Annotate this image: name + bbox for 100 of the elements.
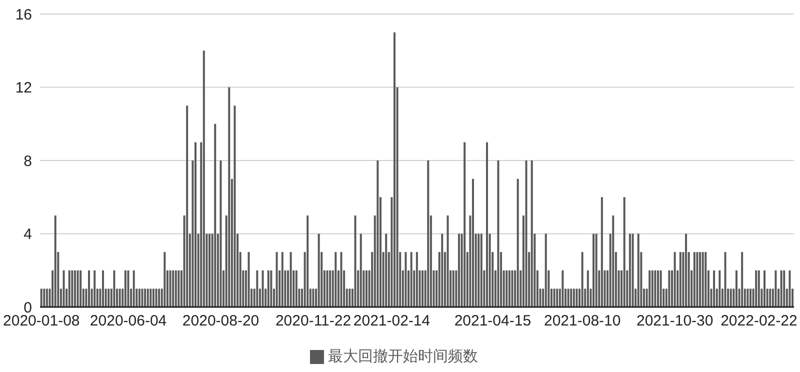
bar — [576, 288, 578, 307]
bar — [306, 215, 309, 307]
bar — [290, 252, 292, 307]
bar — [155, 288, 158, 307]
bar — [312, 288, 314, 307]
bar — [118, 288, 121, 307]
bar — [256, 270, 258, 307]
bar — [88, 270, 90, 307]
bar — [194, 142, 196, 307]
y-tick-label: 16 — [15, 6, 32, 24]
bar — [178, 270, 180, 307]
bar — [40, 288, 42, 307]
bar — [348, 288, 351, 307]
bar — [152, 288, 154, 307]
bar — [464, 142, 466, 307]
bar — [340, 252, 342, 307]
bar — [581, 252, 584, 307]
bar — [427, 160, 430, 307]
bar — [80, 270, 82, 307]
bar — [141, 288, 144, 307]
bar — [758, 270, 760, 307]
bar — [102, 270, 104, 307]
bar — [764, 270, 766, 307]
bar — [472, 178, 474, 307]
bar — [416, 252, 418, 307]
bar — [749, 288, 752, 307]
bar — [769, 288, 772, 307]
bar — [446, 215, 449, 307]
bar — [220, 160, 222, 307]
bar — [741, 252, 744, 307]
x-tick-label: 2020-06-04 — [90, 312, 167, 330]
bar — [208, 234, 211, 307]
bar — [43, 288, 46, 307]
bar — [724, 252, 726, 307]
bar — [174, 270, 177, 307]
x-tick-label: 2020-08-20 — [182, 312, 260, 330]
bar — [365, 270, 368, 307]
bar — [318, 234, 320, 307]
bar — [385, 234, 388, 307]
bar — [674, 252, 676, 307]
bar — [783, 270, 786, 307]
bar — [354, 215, 356, 307]
bar — [360, 234, 362, 307]
bar — [556, 288, 558, 307]
bar — [172, 270, 174, 307]
bar — [214, 124, 216, 307]
bar — [511, 270, 514, 307]
bar — [567, 288, 570, 307]
bar — [704, 252, 707, 307]
bar — [553, 288, 556, 307]
bar — [404, 252, 407, 307]
bar — [94, 270, 96, 307]
bar — [150, 288, 152, 307]
bar — [774, 270, 777, 307]
bar — [76, 270, 79, 307]
y-tick-label: 8 — [24, 152, 32, 170]
bar — [480, 234, 482, 307]
bar — [334, 252, 337, 307]
bar — [530, 160, 533, 307]
bar — [146, 288, 149, 307]
bar — [702, 252, 704, 307]
bar — [326, 270, 328, 307]
bar — [458, 234, 460, 307]
bar — [234, 106, 236, 307]
bar — [478, 234, 480, 307]
legend-label: 最大回撤开始时间频数 — [328, 348, 478, 365]
bar — [169, 270, 172, 307]
bar — [656, 270, 659, 307]
x-tick-label: 2020-11-22 — [275, 312, 352, 330]
bar — [202, 50, 205, 307]
bar — [158, 288, 160, 307]
bar — [600, 197, 603, 307]
bar — [46, 288, 48, 307]
bar — [632, 234, 634, 307]
bar — [780, 270, 782, 307]
bar — [508, 270, 510, 307]
bar — [562, 270, 564, 307]
bar — [329, 270, 332, 307]
bar — [422, 270, 424, 307]
bar — [685, 234, 688, 307]
bar — [660, 270, 662, 307]
x-tick-label: 2021-02-14 — [353, 312, 430, 330]
bar — [735, 270, 738, 307]
bar — [54, 215, 56, 307]
bar — [628, 234, 631, 307]
bar — [138, 288, 140, 307]
bar — [788, 270, 791, 307]
bar — [570, 288, 572, 307]
bar — [113, 270, 116, 307]
bar — [295, 270, 298, 307]
bar — [595, 234, 598, 307]
bar — [108, 288, 110, 307]
bar — [497, 160, 500, 307]
bar — [699, 252, 702, 307]
bar — [144, 288, 146, 307]
bar — [516, 178, 519, 307]
bar — [74, 270, 76, 307]
bar — [186, 106, 188, 307]
y-tick-label: 4 — [24, 226, 32, 244]
bar — [376, 160, 379, 307]
